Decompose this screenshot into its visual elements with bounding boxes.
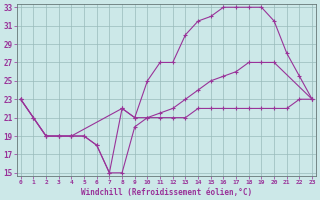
X-axis label: Windchill (Refroidissement éolien,°C): Windchill (Refroidissement éolien,°C) [81,188,252,197]
